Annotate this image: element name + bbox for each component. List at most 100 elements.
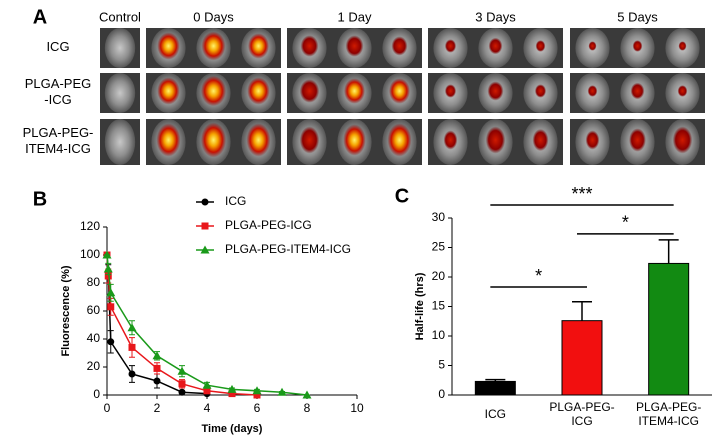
signal (678, 41, 687, 51)
point (153, 377, 161, 385)
row-label-line: PLGA-PEG- (23, 125, 94, 140)
point (127, 323, 137, 332)
legend-marker (200, 245, 210, 254)
x-tick-label: PLGA-PEG-ITEM4-ICG (636, 400, 701, 428)
x-tick-label: ICG (485, 407, 506, 421)
signal (200, 122, 227, 158)
point (106, 288, 116, 297)
x-tick-label: 10 (350, 401, 364, 415)
bar (648, 262, 690, 396)
x-tick-label: 4 (204, 401, 211, 415)
significance-label: *** (571, 184, 592, 204)
signal (488, 37, 503, 55)
panel-label: C (395, 185, 409, 207)
y-tick-label: 15 (432, 299, 446, 313)
y-tick-label: 0 (438, 387, 445, 401)
signal (632, 40, 643, 52)
y-tick-label: 20 (87, 359, 101, 373)
panel-label: B (33, 188, 47, 210)
legend-label: PLGA-PEG-ITEM4-ICG (225, 242, 351, 256)
y-axis-label: Half-life (hrs) (414, 272, 426, 340)
signal (343, 78, 366, 104)
y-tick-label: 100 (80, 247, 100, 261)
y-tick-label: 30 (432, 210, 446, 224)
signal (444, 84, 457, 98)
signal (246, 123, 271, 157)
row-label-line: ITEM4-ICG (25, 141, 91, 156)
point (302, 390, 312, 399)
signal (672, 126, 693, 154)
x-tick-label-line: ICG (571, 414, 592, 428)
signal (200, 75, 227, 107)
line-chart: B 0 20 40 60 80 100 120 0 2 4 6 8 10 Time (days) Fluore… (33, 188, 364, 435)
legend-marker (201, 198, 209, 206)
x-tick-label: 2 (154, 401, 161, 415)
y-tick-label: 5 (438, 358, 445, 372)
signal (535, 40, 546, 52)
signal (588, 41, 597, 51)
error-bar (658, 239, 679, 264)
point (128, 370, 136, 378)
point (102, 250, 112, 259)
signal (485, 126, 506, 154)
significance-label: * (535, 266, 542, 286)
signal (630, 82, 645, 100)
point (277, 387, 287, 396)
column-header: Control (99, 9, 141, 24)
x-tick-label-line: PLGA-PEG- (636, 400, 701, 414)
point (202, 380, 212, 389)
signal (156, 123, 181, 157)
image-panel: A Control 0 Days 1 Day 3 Days 5 Days ICG PLGA-… (23, 6, 705, 165)
x-tick-label: 0 (104, 401, 111, 415)
x-tick-label-line: ICG (485, 407, 506, 421)
signal (677, 85, 688, 97)
point (252, 386, 262, 395)
error-bar (572, 301, 592, 321)
y-tick-label: 20 (432, 269, 446, 283)
point (227, 384, 237, 393)
signal (444, 39, 457, 53)
mouse (104, 73, 136, 113)
signal (587, 85, 598, 97)
signal (532, 128, 549, 152)
signal (157, 32, 180, 60)
signal (299, 126, 320, 154)
bar (474, 380, 516, 396)
signal (443, 130, 458, 150)
x-tick-label: 8 (304, 401, 311, 415)
point (107, 338, 115, 346)
y-axis-label: Fluorescence (%) (60, 265, 72, 356)
x-tick-label-line: ITEM4-ICG (638, 414, 699, 428)
point (107, 303, 115, 311)
signal (585, 130, 600, 150)
row-label: PLGA-PEG -ICG (25, 76, 91, 107)
row-label-line: PLGA-PEG (25, 76, 91, 91)
series-line (106, 254, 308, 396)
point (103, 264, 113, 273)
signal (201, 31, 226, 61)
signal (345, 35, 364, 57)
point (178, 380, 186, 388)
point (152, 351, 162, 360)
column-header: 1 Day (338, 9, 372, 24)
point (177, 366, 187, 375)
point (153, 364, 161, 372)
signal (388, 78, 411, 104)
signal (343, 124, 366, 156)
y-tick-label: 25 (432, 240, 446, 254)
y-tick-label: 10 (432, 328, 446, 342)
y-tick-label: 80 (87, 275, 101, 289)
y-tick-label: 60 (87, 303, 101, 317)
signal (300, 35, 319, 57)
signal (391, 36, 408, 56)
point (128, 343, 136, 351)
signal (534, 84, 547, 98)
y-tick-label: 120 (80, 219, 100, 233)
x-tick-label: PLGA-PEG-ICG (549, 400, 614, 428)
panel-label: A (33, 6, 47, 28)
signal (487, 81, 504, 101)
mouse (104, 119, 136, 165)
signal (629, 128, 646, 152)
point (228, 390, 236, 398)
